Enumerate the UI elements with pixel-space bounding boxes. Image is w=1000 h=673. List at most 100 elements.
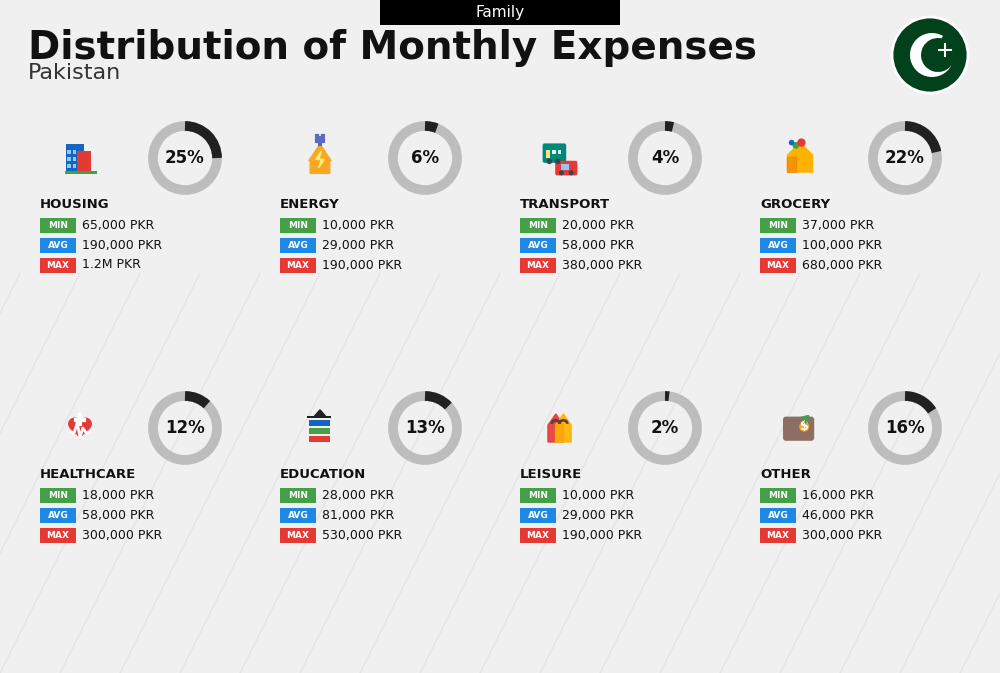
Text: Family: Family xyxy=(475,5,525,20)
FancyBboxPatch shape xyxy=(552,149,556,154)
FancyBboxPatch shape xyxy=(40,528,76,542)
Text: 46,000 PKR: 46,000 PKR xyxy=(802,509,874,522)
Text: 22%: 22% xyxy=(885,149,925,167)
Text: 16,000 PKR: 16,000 PKR xyxy=(802,489,874,501)
Text: MIN: MIN xyxy=(768,491,788,499)
Text: 25%: 25% xyxy=(165,149,205,167)
FancyBboxPatch shape xyxy=(561,164,569,170)
Text: AVG: AVG xyxy=(768,240,788,250)
FancyBboxPatch shape xyxy=(520,238,556,252)
FancyBboxPatch shape xyxy=(66,144,84,172)
Text: AVG: AVG xyxy=(288,240,308,250)
Text: 190,000 PKR: 190,000 PKR xyxy=(82,238,162,252)
FancyBboxPatch shape xyxy=(280,507,316,522)
FancyBboxPatch shape xyxy=(40,258,76,273)
Text: TRANSPORT: TRANSPORT xyxy=(520,199,610,211)
Text: 300,000 PKR: 300,000 PKR xyxy=(82,528,162,542)
Text: HOUSING: HOUSING xyxy=(40,199,110,211)
Text: 12%: 12% xyxy=(165,419,205,437)
FancyBboxPatch shape xyxy=(73,164,76,168)
Circle shape xyxy=(799,421,809,431)
Text: OTHER: OTHER xyxy=(760,468,811,481)
Text: 28,000 PKR: 28,000 PKR xyxy=(322,489,394,501)
Text: AVG: AVG xyxy=(48,240,68,250)
Text: Pakistan: Pakistan xyxy=(28,63,121,83)
Text: ENERGY: ENERGY xyxy=(280,199,340,211)
Text: MIN: MIN xyxy=(48,491,68,499)
Text: Distribution of Monthly Expenses: Distribution of Monthly Expenses xyxy=(28,29,757,67)
FancyBboxPatch shape xyxy=(547,149,550,154)
Text: 18,000 PKR: 18,000 PKR xyxy=(82,489,154,501)
FancyBboxPatch shape xyxy=(520,487,556,503)
Text: MAX: MAX xyxy=(526,530,550,540)
Text: HEALTHCARE: HEALTHCARE xyxy=(40,468,136,481)
Text: 530,000 PKR: 530,000 PKR xyxy=(322,528,402,542)
FancyBboxPatch shape xyxy=(280,238,316,252)
Text: AVG: AVG xyxy=(528,240,548,250)
FancyBboxPatch shape xyxy=(760,528,796,542)
Circle shape xyxy=(569,170,574,176)
FancyBboxPatch shape xyxy=(73,157,76,161)
Text: 58,000 PKR: 58,000 PKR xyxy=(82,509,154,522)
Text: AVG: AVG xyxy=(288,511,308,520)
FancyBboxPatch shape xyxy=(760,258,796,273)
FancyBboxPatch shape xyxy=(520,217,556,232)
Circle shape xyxy=(555,159,561,164)
FancyBboxPatch shape xyxy=(543,143,566,163)
Polygon shape xyxy=(69,418,91,439)
Text: 20,000 PKR: 20,000 PKR xyxy=(562,219,634,232)
Text: 380,000 PKR: 380,000 PKR xyxy=(562,258,642,271)
Text: $: $ xyxy=(800,420,809,433)
FancyBboxPatch shape xyxy=(783,417,814,441)
FancyBboxPatch shape xyxy=(309,428,330,434)
Polygon shape xyxy=(309,144,331,174)
FancyBboxPatch shape xyxy=(67,157,71,161)
FancyBboxPatch shape xyxy=(67,164,71,168)
Text: MIN: MIN xyxy=(528,221,548,229)
Text: 29,000 PKR: 29,000 PKR xyxy=(562,509,634,522)
Polygon shape xyxy=(548,414,564,442)
Wedge shape xyxy=(921,38,951,72)
Text: MAX: MAX xyxy=(287,530,310,540)
Text: 29,000 PKR: 29,000 PKR xyxy=(322,238,394,252)
Text: MAX: MAX xyxy=(46,530,70,540)
FancyBboxPatch shape xyxy=(40,217,76,232)
Text: 1.2M PKR: 1.2M PKR xyxy=(82,258,141,271)
FancyBboxPatch shape xyxy=(760,217,796,232)
Circle shape xyxy=(559,170,564,176)
Text: 4%: 4% xyxy=(651,149,679,167)
Text: AVG: AVG xyxy=(528,511,548,520)
Text: LEISURE: LEISURE xyxy=(520,468,582,481)
Text: 190,000 PKR: 190,000 PKR xyxy=(322,258,402,271)
FancyBboxPatch shape xyxy=(40,238,76,252)
Text: 16%: 16% xyxy=(885,419,925,437)
Polygon shape xyxy=(316,151,324,168)
FancyBboxPatch shape xyxy=(280,487,316,503)
Circle shape xyxy=(547,159,552,164)
FancyBboxPatch shape xyxy=(280,528,316,542)
Text: EDUCATION: EDUCATION xyxy=(280,468,366,481)
FancyBboxPatch shape xyxy=(520,528,556,542)
Text: 190,000 PKR: 190,000 PKR xyxy=(562,528,642,542)
Text: 2%: 2% xyxy=(651,419,679,437)
FancyBboxPatch shape xyxy=(309,436,330,442)
Text: MIN: MIN xyxy=(288,491,308,499)
Text: AVG: AVG xyxy=(768,511,788,520)
FancyBboxPatch shape xyxy=(40,487,76,503)
FancyBboxPatch shape xyxy=(77,151,91,172)
Text: 100,000 PKR: 100,000 PKR xyxy=(802,238,882,252)
FancyBboxPatch shape xyxy=(65,171,97,174)
FancyBboxPatch shape xyxy=(73,149,76,154)
Text: 6%: 6% xyxy=(411,149,439,167)
Polygon shape xyxy=(787,157,796,172)
Polygon shape xyxy=(556,414,571,442)
Circle shape xyxy=(797,139,806,147)
Text: 58,000 PKR: 58,000 PKR xyxy=(562,238,634,252)
Text: MIN: MIN xyxy=(768,221,788,229)
Wedge shape xyxy=(910,33,951,77)
Text: 680,000 PKR: 680,000 PKR xyxy=(802,258,882,271)
Circle shape xyxy=(892,17,968,93)
Text: 10,000 PKR: 10,000 PKR xyxy=(322,219,394,232)
FancyBboxPatch shape xyxy=(558,149,561,154)
Circle shape xyxy=(789,140,794,145)
